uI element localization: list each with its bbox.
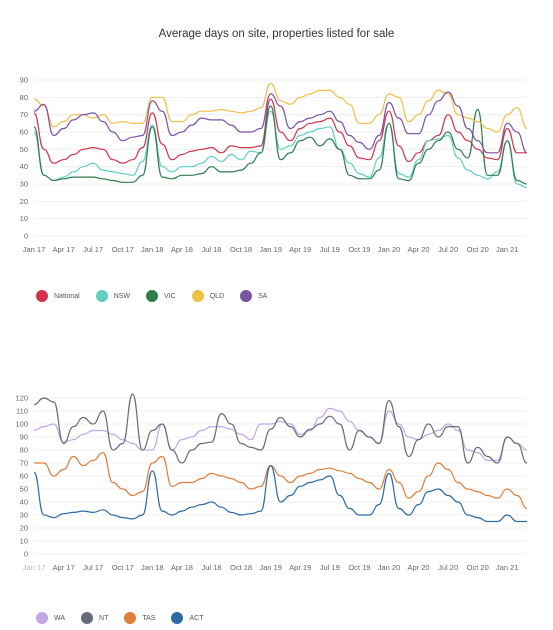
series-line-nt: [33, 393, 528, 464]
legend-swatch: [191, 290, 204, 302]
series-line-national: [33, 98, 527, 164]
x-tick-label: Apr 18: [171, 563, 193, 572]
legend-label: National: [54, 292, 80, 300]
x-tick-label: Apr 18: [171, 245, 193, 254]
series-line-sa: [33, 91, 528, 154]
y-tick-label: 0: [24, 550, 28, 559]
x-tick-label: Jan 21: [496, 245, 519, 254]
x-tick-label: Jan 20: [378, 245, 401, 254]
legend-swatch: [124, 612, 137, 624]
y-tick-label: 20: [20, 197, 28, 206]
legend-label: WA: [54, 614, 66, 622]
series-line-act: [33, 465, 527, 523]
legend-label: VIC: [164, 292, 176, 300]
series-line-tas: [34, 452, 528, 510]
legend-item-nt[interactable]: NT: [81, 612, 108, 624]
x-tick-label: Jan 21: [496, 563, 519, 572]
legend-item-sa[interactable]: SA: [240, 290, 267, 302]
y-tick-label: 50: [20, 145, 28, 154]
y-tick-label: 120: [15, 394, 28, 403]
y-tick-label: 50: [20, 485, 28, 494]
x-tick-label: Oct 19: [348, 563, 370, 572]
legend-1: National NSW VIC QLD SA: [36, 290, 267, 302]
legend-swatch: [36, 612, 48, 624]
x-tick-label: Jan 17: [23, 245, 46, 254]
chart-1: 0 10 20 30 40 50 60 70 80 90 Jan 17 Apr 17 Jul 17 Oct…: [20, 76, 528, 254]
chart-title: Average days on site, properties listed …: [158, 28, 395, 40]
x-tick-label: Oct 20: [467, 563, 489, 572]
x-tick-label: Jul 20: [438, 563, 458, 572]
y-tick-label: 0: [24, 232, 28, 241]
legend-swatch: [171, 612, 184, 624]
x-tick-label: Jul 19: [320, 563, 340, 572]
x-tick-label: Jul 19: [320, 245, 340, 254]
x-tick-label: Jan 20: [378, 563, 401, 572]
x-tick-label: Apr 20: [407, 245, 429, 254]
legend-swatch: [36, 290, 48, 302]
legend-label: NT: [99, 614, 109, 622]
y-tick-label: 30: [20, 180, 28, 189]
x-tick-label: Apr 19: [289, 563, 311, 572]
y-tick-label: 10: [20, 537, 28, 546]
y-tick-label: 70: [20, 110, 28, 119]
y-tick-label: 40: [20, 162, 28, 171]
x-tick-label: Oct 17: [112, 245, 134, 254]
x-tick-label: Jul 17: [83, 563, 103, 572]
legend-2: WA NT TAS ACT: [36, 612, 203, 624]
x-tick-label: Apr 19: [289, 245, 311, 254]
legend-label: SA: [258, 292, 268, 300]
legend-swatch: [81, 612, 94, 624]
y-tick-label: 80: [20, 93, 28, 102]
legend-swatch: [95, 290, 108, 302]
x-tick-label: Jul 18: [201, 245, 221, 254]
legend-item-national[interactable]: National: [36, 290, 80, 302]
series-line-wa: [33, 407, 528, 461]
y-tick-label: 70: [20, 459, 28, 468]
y-tick-label: 40: [20, 498, 28, 507]
series-line-nsw: [33, 110, 528, 189]
x-tick-label: Oct 19: [348, 245, 370, 254]
x-tick-label: Oct 20: [467, 245, 489, 254]
x-tick-label: Jan 19: [259, 245, 282, 254]
x-tick-label: Oct 17: [112, 563, 134, 572]
legend-label: NSW: [113, 292, 131, 300]
legend-item-qld[interactable]: QLD: [191, 290, 225, 302]
legend-label: TAS: [142, 614, 156, 622]
y-tick-label: 80: [20, 446, 28, 455]
legend-item-nsw[interactable]: NSW: [95, 290, 131, 302]
x-tick-label: Jul 20: [438, 245, 458, 254]
x-tick-label: Oct 18: [230, 245, 252, 254]
y-tick-label: 10: [20, 214, 28, 223]
y-tick-label: 30: [20, 511, 28, 520]
y-tick-label: 100: [15, 420, 28, 429]
y-tick-label: 90: [20, 433, 28, 442]
x-tick-label: Jul 17: [83, 245, 103, 254]
legend-item-act[interactable]: ACT: [171, 612, 203, 624]
y-tick-label: 20: [20, 524, 28, 533]
legend-swatch: [240, 290, 253, 302]
legend-item-tas[interactable]: TAS: [124, 612, 155, 624]
x-tick-label: Apr 17: [53, 245, 75, 254]
x-tick-label: Jan 18: [141, 245, 164, 254]
x-tick-label: Apr 17: [53, 563, 75, 572]
x-tick-label: Jan 17: [23, 563, 46, 572]
x-tick-label: Jan 18: [141, 563, 164, 572]
y-tick-label: 60: [20, 128, 28, 137]
series-line-vic: [33, 105, 528, 185]
x-tick-label: Apr 20: [407, 563, 429, 572]
y-tick-label: 110: [16, 407, 28, 416]
legend-label: ACT: [189, 614, 204, 622]
chart-2: 0 10 20 30 40 50 60 70 80 90 100 110 120 Jan 17 Apr 17…: [15, 393, 528, 572]
legend-label: QLD: [209, 292, 225, 300]
y-tick-label: 60: [20, 472, 28, 481]
x-tick-label: Jul 18: [201, 563, 221, 572]
legend-item-vic[interactable]: VIC: [146, 290, 176, 302]
legend-item-wa[interactable]: WA: [36, 612, 65, 624]
x-tick-label: Jan 19: [259, 563, 282, 572]
legend-swatch: [146, 290, 159, 302]
y-tick-label: 90: [20, 76, 28, 85]
x-tick-label: Oct 18: [230, 563, 252, 572]
